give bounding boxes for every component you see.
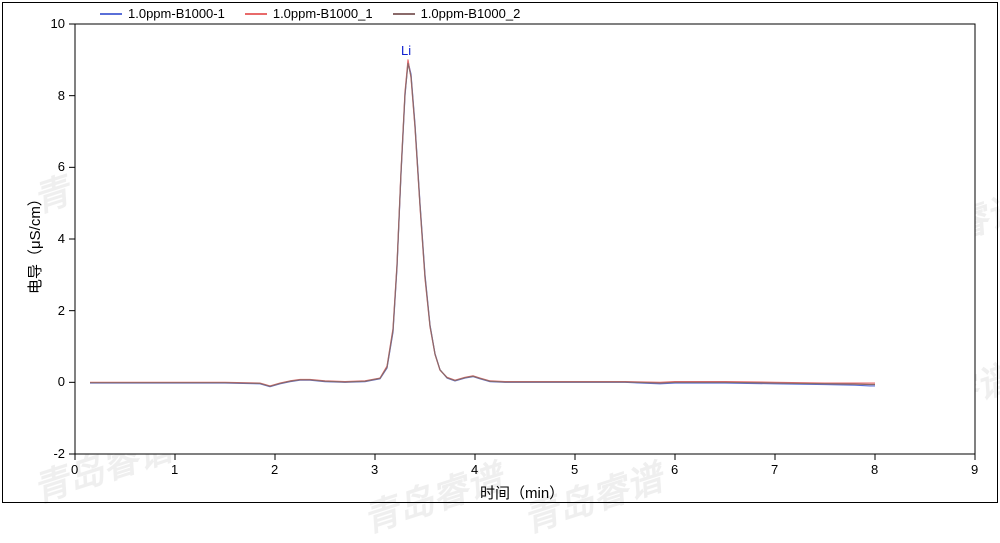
y-tick: 2 [58,303,65,318]
x-axis-label: 时间（min） [480,482,564,503]
x-tick: 4 [471,462,478,477]
x-tick: 8 [871,462,878,477]
plot-svg [0,0,1000,505]
x-tick: 6 [671,462,678,477]
y-tick: -2 [53,446,65,461]
plot-area-border [75,24,975,454]
x-tick: 9 [971,462,978,477]
x-tick: 0 [71,462,78,477]
y-axis-label: 电导（μS/cm） [24,191,45,294]
y-tick: 10 [51,16,65,31]
x-tick: 1 [171,462,178,477]
y-tick: 6 [58,159,65,174]
peak-label: Li [401,43,411,58]
chromatogram-chart: 青岛睿谱青岛睿谱青岛睿谱青岛睿谱青岛睿谱青岛睿谱青岛睿谱青岛睿谱青岛睿谱青岛睿谱… [0,0,1000,505]
x-tick: 3 [371,462,378,477]
x-tick: 7 [771,462,778,477]
x-tick: 2 [271,462,278,477]
y-tick: 0 [58,374,65,389]
x-tick: 5 [571,462,578,477]
y-tick: 8 [58,88,65,103]
y-tick: 4 [58,231,65,246]
